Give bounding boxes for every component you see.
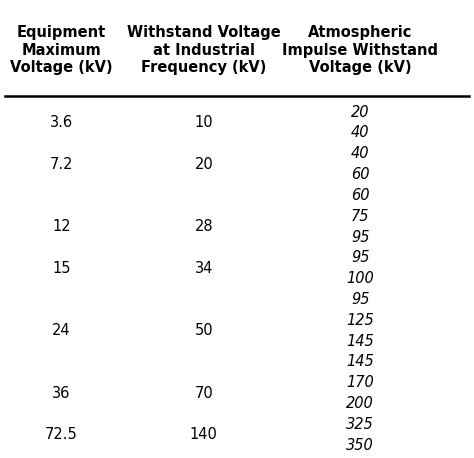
Text: Equipment
Maximum
Voltage (kV): Equipment Maximum Voltage (kV) (10, 26, 113, 75)
Text: 28: 28 (194, 219, 213, 234)
Text: 95: 95 (351, 229, 370, 245)
Text: 40: 40 (351, 125, 370, 141)
Text: 12: 12 (52, 219, 71, 234)
Text: 24: 24 (52, 323, 71, 338)
Text: 60: 60 (351, 167, 370, 182)
Text: 20: 20 (351, 104, 370, 120)
Text: Withstand Voltage
at Industrial
Frequency (kV): Withstand Voltage at Industrial Frequenc… (127, 26, 281, 75)
Text: 200: 200 (346, 396, 374, 411)
Text: 10: 10 (194, 115, 213, 130)
Text: 60: 60 (351, 188, 370, 203)
Text: 20: 20 (194, 157, 213, 172)
Text: 7.2: 7.2 (50, 157, 73, 172)
Text: 36: 36 (53, 386, 71, 401)
Text: 3.6: 3.6 (50, 115, 73, 130)
Text: 75: 75 (351, 209, 370, 224)
Text: 100: 100 (346, 271, 374, 286)
Text: 50: 50 (194, 323, 213, 338)
Text: Atmospheric
Impulse Withstand
Voltage (kV): Atmospheric Impulse Withstand Voltage (k… (282, 26, 438, 75)
Text: 125: 125 (346, 313, 374, 328)
Text: 40: 40 (351, 146, 370, 161)
Text: 170: 170 (346, 375, 374, 390)
Text: 325: 325 (346, 417, 374, 432)
Text: 15: 15 (52, 261, 71, 276)
Text: 145: 145 (346, 354, 374, 370)
Text: 72.5: 72.5 (45, 427, 78, 442)
Text: 145: 145 (346, 334, 374, 349)
Text: 95: 95 (351, 251, 370, 265)
Text: 70: 70 (194, 386, 213, 401)
Text: 140: 140 (190, 427, 218, 442)
Text: 34: 34 (195, 261, 213, 276)
Text: 95: 95 (351, 292, 370, 307)
Text: 350: 350 (346, 438, 374, 453)
